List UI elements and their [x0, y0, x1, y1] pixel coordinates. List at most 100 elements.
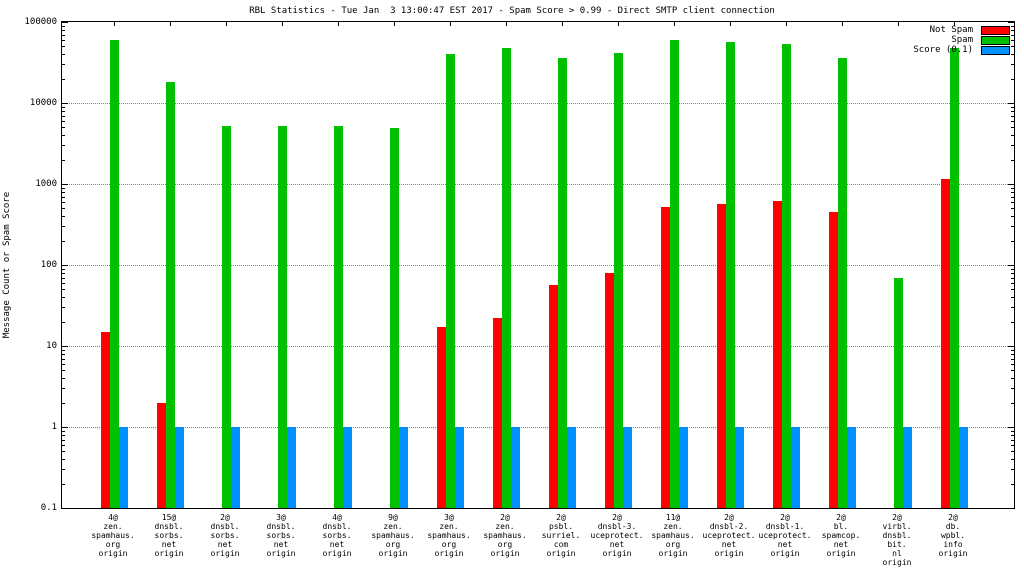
bar-spam: [726, 42, 735, 508]
y-minor-tick: [1011, 208, 1014, 210]
x-tick: [226, 22, 227, 26]
bar-not-spam: [717, 204, 726, 508]
legend-swatch-score-0-1: [981, 46, 1010, 55]
y-tick-label: 10: [46, 341, 57, 351]
bar-score-0-1: [175, 427, 184, 508]
y-minor-tick: [1011, 363, 1014, 365]
y-minor-tick: [62, 29, 65, 31]
y-minor-tick: [62, 349, 65, 351]
y-minor-tick: [62, 34, 65, 36]
bar-score-0-1: [119, 427, 128, 508]
x-tick: [338, 22, 339, 26]
x-axis-label: 2@ bl. spamcop. net origin: [821, 513, 861, 558]
bar-not-spam: [549, 284, 558, 508]
y-minor-tick: [1011, 469, 1014, 471]
x-tick: [562, 22, 563, 26]
y-major-tick: [1008, 265, 1014, 266]
y-minor-tick: [62, 191, 65, 193]
y-minor-tick: [62, 459, 65, 461]
bar-score-0-1: [343, 427, 352, 508]
y-minor-tick: [62, 358, 65, 360]
x-axis-label: 11@ zen. spamhaus. org origin: [651, 513, 695, 558]
bar-score-0-1: [791, 427, 800, 508]
bar-spam: [614, 52, 623, 508]
y-minor-tick: [62, 434, 65, 436]
legend-label-score-0-1: Score (0.1): [913, 45, 973, 55]
y-minor-tick: [1011, 64, 1014, 66]
y-minor-tick: [62, 46, 65, 48]
y-tick-label: 0.1: [40, 503, 57, 513]
bar-score-0-1: [231, 427, 240, 508]
y-minor-tick: [1011, 191, 1014, 193]
y-minor-tick: [1011, 240, 1014, 242]
legend-swatch-not-spam: [981, 26, 1010, 35]
y-minor-tick: [62, 388, 65, 390]
y-minor-tick: [1011, 430, 1014, 432]
y-minor-tick: [62, 115, 65, 117]
y-major-tick: [1008, 427, 1014, 428]
y-major-tick: [62, 184, 68, 185]
bar-not-spam: [101, 331, 110, 508]
y-major-tick: [1008, 508, 1014, 509]
bar-not-spam: [829, 212, 838, 508]
y-minor-tick: [62, 444, 65, 446]
y-minor-tick: [1011, 120, 1014, 122]
bar-score-0-1: [847, 427, 856, 508]
y-minor-tick: [1011, 402, 1014, 404]
x-axis-label: 4@ dnsbl. sorbs. net origin: [322, 513, 352, 558]
y-minor-tick: [62, 208, 65, 210]
legend-row-not-spam: Not Spam: [913, 26, 1010, 35]
y-minor-tick: [62, 201, 65, 203]
y-minor-tick: [1011, 115, 1014, 117]
y-minor-tick: [62, 282, 65, 284]
y-major-tick: [62, 346, 68, 347]
x-tick: [674, 22, 675, 26]
y-minor-tick: [1011, 353, 1014, 355]
y-minor-tick: [1011, 39, 1014, 41]
legend-label-spam: Spam: [951, 35, 973, 45]
y-minor-tick: [62, 321, 65, 323]
y-minor-tick: [62, 307, 65, 309]
y-minor-tick: [62, 39, 65, 41]
chart-title: RBL Statistics - Tue Jan 3 13:00:47 EST …: [249, 6, 775, 16]
y-minor-tick: [62, 297, 65, 299]
y-minor-tick: [1011, 378, 1014, 380]
y-major-tick: [62, 103, 68, 104]
y-minor-tick: [1011, 444, 1014, 446]
y-minor-tick: [62, 289, 65, 291]
bar-score-0-1: [903, 427, 912, 508]
y-minor-tick: [1011, 268, 1014, 270]
bar-spam: [670, 39, 679, 508]
bar-spam: [838, 57, 847, 508]
bar-spam: [446, 54, 455, 508]
y-major-tick: [1008, 346, 1014, 347]
x-axis-label: 2@ virbl. dnsbl. bit. nl origin: [882, 513, 912, 567]
y-minor-tick: [1011, 196, 1014, 198]
bar-spam: [390, 128, 399, 508]
bar-spam: [558, 57, 567, 508]
legend-label-not-spam: Not Spam: [929, 25, 973, 35]
bar-not-spam: [941, 179, 950, 508]
x-tick: [506, 22, 507, 26]
y-minor-tick: [62, 402, 65, 404]
y-minor-tick: [1011, 106, 1014, 108]
y-minor-tick: [62, 106, 65, 108]
x-axis-label: 2@ dnsbl-2. uceprotect. net origin: [702, 513, 756, 558]
bar-score-0-1: [623, 427, 632, 508]
x-axis-label: 15@ dnsbl. sorbs. net origin: [154, 513, 184, 558]
x-axis-label: 2@ dnsbl. sorbs. net origin: [210, 513, 240, 558]
y-minor-tick: [1011, 358, 1014, 360]
y-minor-tick: [1011, 34, 1014, 36]
bar-spam: [334, 126, 343, 508]
y-minor-tick: [1011, 145, 1014, 147]
x-axis-label: 9@ zen. spamhaus. org origin: [371, 513, 415, 558]
plot-area: [61, 21, 1015, 509]
y-tick-label: 100: [40, 260, 57, 270]
y-tick-label: 1: [51, 422, 57, 432]
y-minor-tick: [1011, 110, 1014, 112]
bar-spam: [950, 47, 959, 508]
y-minor-tick: [1011, 370, 1014, 372]
y-minor-tick: [1011, 483, 1014, 485]
bar-spam: [502, 47, 511, 508]
y-minor-tick: [62, 240, 65, 242]
